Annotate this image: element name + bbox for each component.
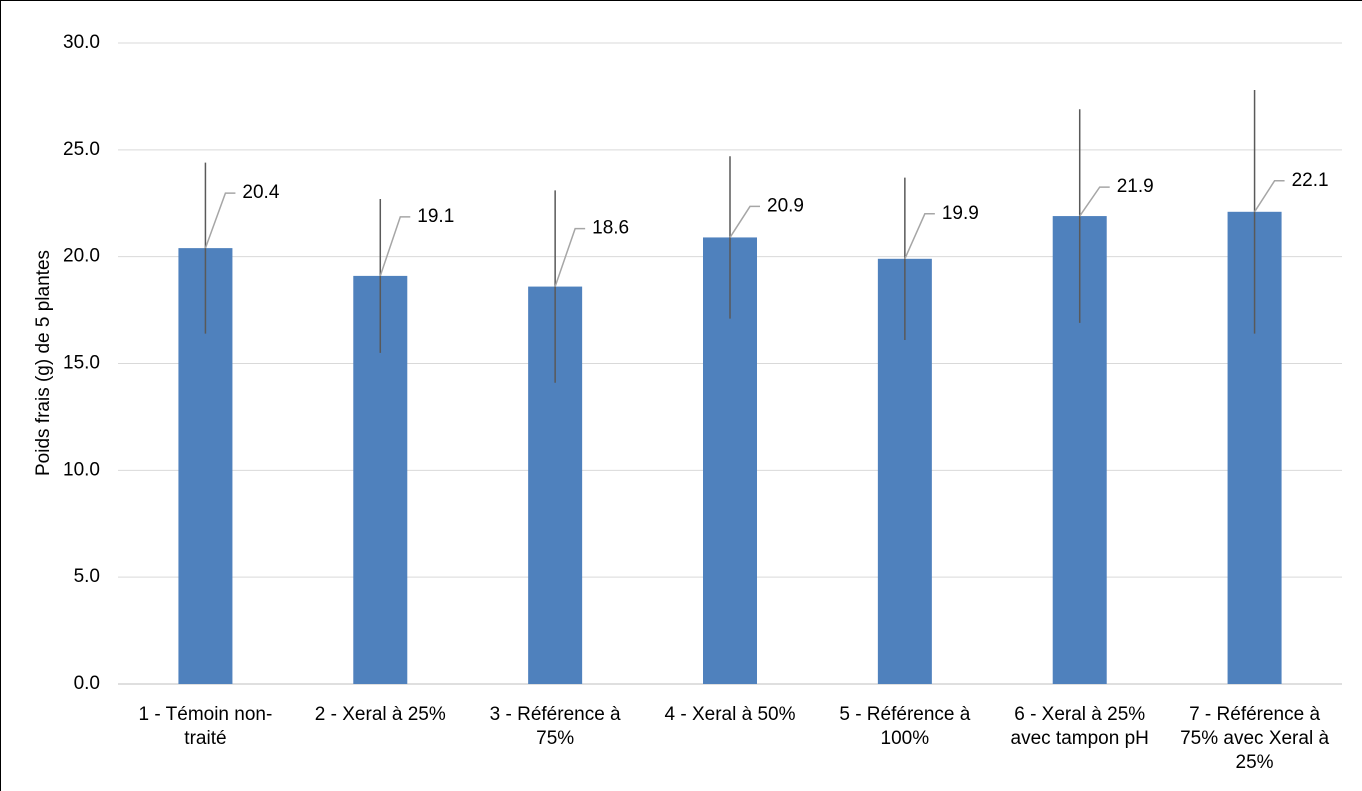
leader-line xyxy=(904,213,935,260)
y-tick-label: 25.0 xyxy=(63,139,100,160)
y-axis-label: Poids frais (g) de 5 plantes xyxy=(33,250,54,476)
data-label: 20.4 xyxy=(242,182,279,203)
leader-line xyxy=(729,205,760,238)
leader-line xyxy=(554,227,586,287)
x-tick-label: 1 - Témoin non-traité xyxy=(138,704,273,749)
y-tick-label: 10.0 xyxy=(63,459,100,480)
x-tick-label: 5 - Référence à 100% xyxy=(839,704,971,749)
leader-line xyxy=(379,216,411,277)
data-label: 19.1 xyxy=(417,206,454,227)
y-tick-label: 30.0 xyxy=(63,32,100,53)
x-tick-label: 7 - Référence à 75% avec Xeral à 25% xyxy=(1180,704,1330,773)
data-label: 19.9 xyxy=(942,203,979,224)
leader-line xyxy=(1253,180,1285,213)
x-tick-label: 3 - Référence à 75% xyxy=(489,704,621,749)
y-tick-label: 20.0 xyxy=(63,246,100,267)
y-tick-label: 5.0 xyxy=(74,566,100,587)
data-label: 21.9 xyxy=(1117,176,1154,197)
data-label: 20.9 xyxy=(767,195,804,216)
leader-line xyxy=(1079,186,1110,217)
data-label: 22.1 xyxy=(1292,170,1329,191)
x-tick-label: 2 - Xeral à 25% xyxy=(314,704,446,725)
x-tick-label: 6 - Xeral à 25% avec tampon pH xyxy=(1010,704,1149,749)
leader-line xyxy=(204,192,236,249)
y-tick-label: 15.0 xyxy=(63,353,100,374)
y-tick-label: 0.0 xyxy=(74,673,100,694)
x-tick-label: 4 - Xeral à 50% xyxy=(664,704,796,725)
data-label: 18.6 xyxy=(592,218,629,239)
